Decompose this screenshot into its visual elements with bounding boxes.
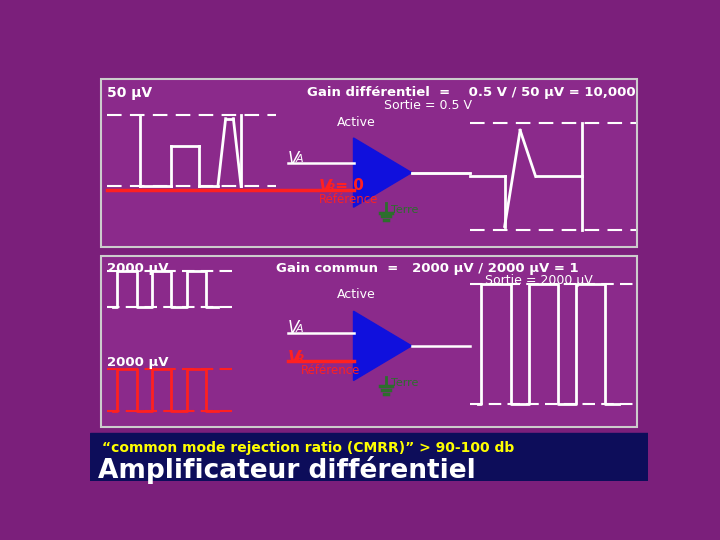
Text: V: V (287, 319, 299, 337)
Text: Terre: Terre (391, 378, 418, 388)
Text: Gain commun  =   2000 μV / 2000 μV = 1: Gain commun = 2000 μV / 2000 μV = 1 (276, 262, 579, 275)
Text: A: A (295, 323, 303, 334)
Text: A: A (295, 154, 303, 164)
Text: R: R (295, 354, 304, 363)
Text: Sortie = 0.5 V: Sortie = 0.5 V (384, 99, 472, 112)
Text: Référence: Référence (319, 193, 378, 206)
Text: Active: Active (336, 288, 375, 301)
Polygon shape (354, 138, 412, 207)
Text: = 0: = 0 (330, 178, 364, 193)
Text: Terre: Terre (391, 205, 418, 215)
Text: Amplificateur différentiel: Amplificateur différentiel (98, 456, 475, 484)
Text: R: R (326, 183, 335, 193)
Text: 2000 μV: 2000 μV (107, 356, 168, 369)
Text: Gain différentiel  =    0.5 V / 50 μV = 10,000: Gain différentiel = 0.5 V / 50 μV = 10,0… (307, 86, 636, 99)
Text: 50 μV: 50 μV (107, 86, 152, 100)
Text: Active: Active (336, 116, 375, 129)
Text: Référence: Référence (301, 364, 360, 377)
FancyBboxPatch shape (101, 79, 637, 247)
Polygon shape (354, 311, 412, 381)
Text: “common mode rejection ratio (CMRR)” > 90-100 db: “common mode rejection ratio (CMRR)” > 9… (102, 441, 515, 455)
Text: V: V (287, 150, 299, 167)
FancyBboxPatch shape (101, 256, 637, 427)
Bar (90, 433, 648, 481)
Text: V: V (287, 349, 300, 367)
Text: Sortie = 2000 μV: Sortie = 2000 μV (485, 274, 593, 287)
Text: 2000 μV: 2000 μV (107, 262, 168, 275)
Text: V: V (319, 178, 331, 196)
